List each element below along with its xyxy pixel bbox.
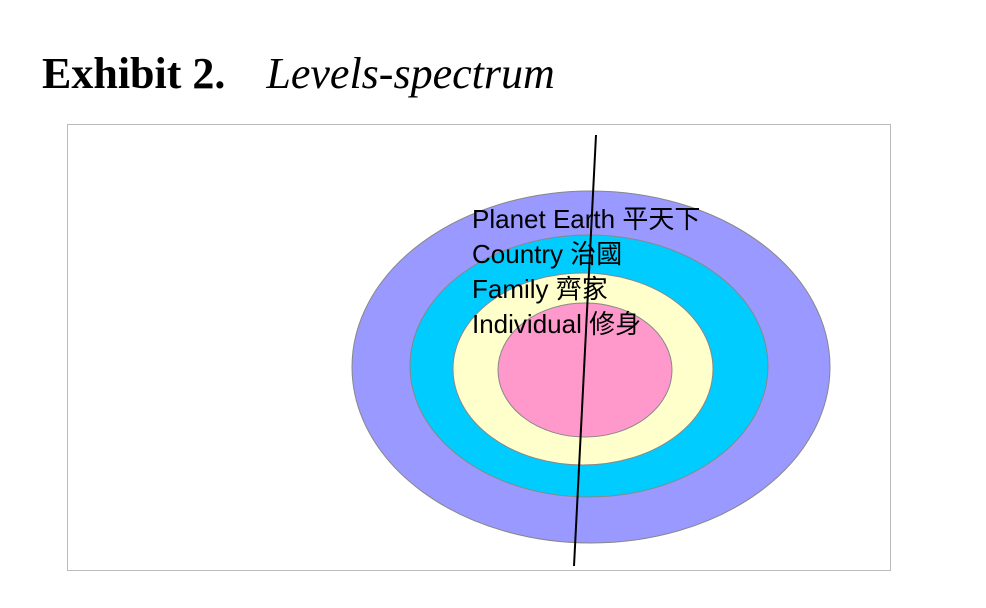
exhibit-label: Exhibit 2. xyxy=(42,49,225,98)
level-label: Country 治國 xyxy=(472,239,622,269)
axis-line xyxy=(573,134,597,567)
level-label: Individual 修身 xyxy=(472,309,641,339)
level-label: Family 齊家 xyxy=(472,274,608,304)
exhibit-title: Levels-spectrum xyxy=(265,49,554,98)
title: Exhibit 2. Levels-spectrum xyxy=(42,49,555,98)
level-label: Planet Earth 平天下 xyxy=(472,204,700,234)
